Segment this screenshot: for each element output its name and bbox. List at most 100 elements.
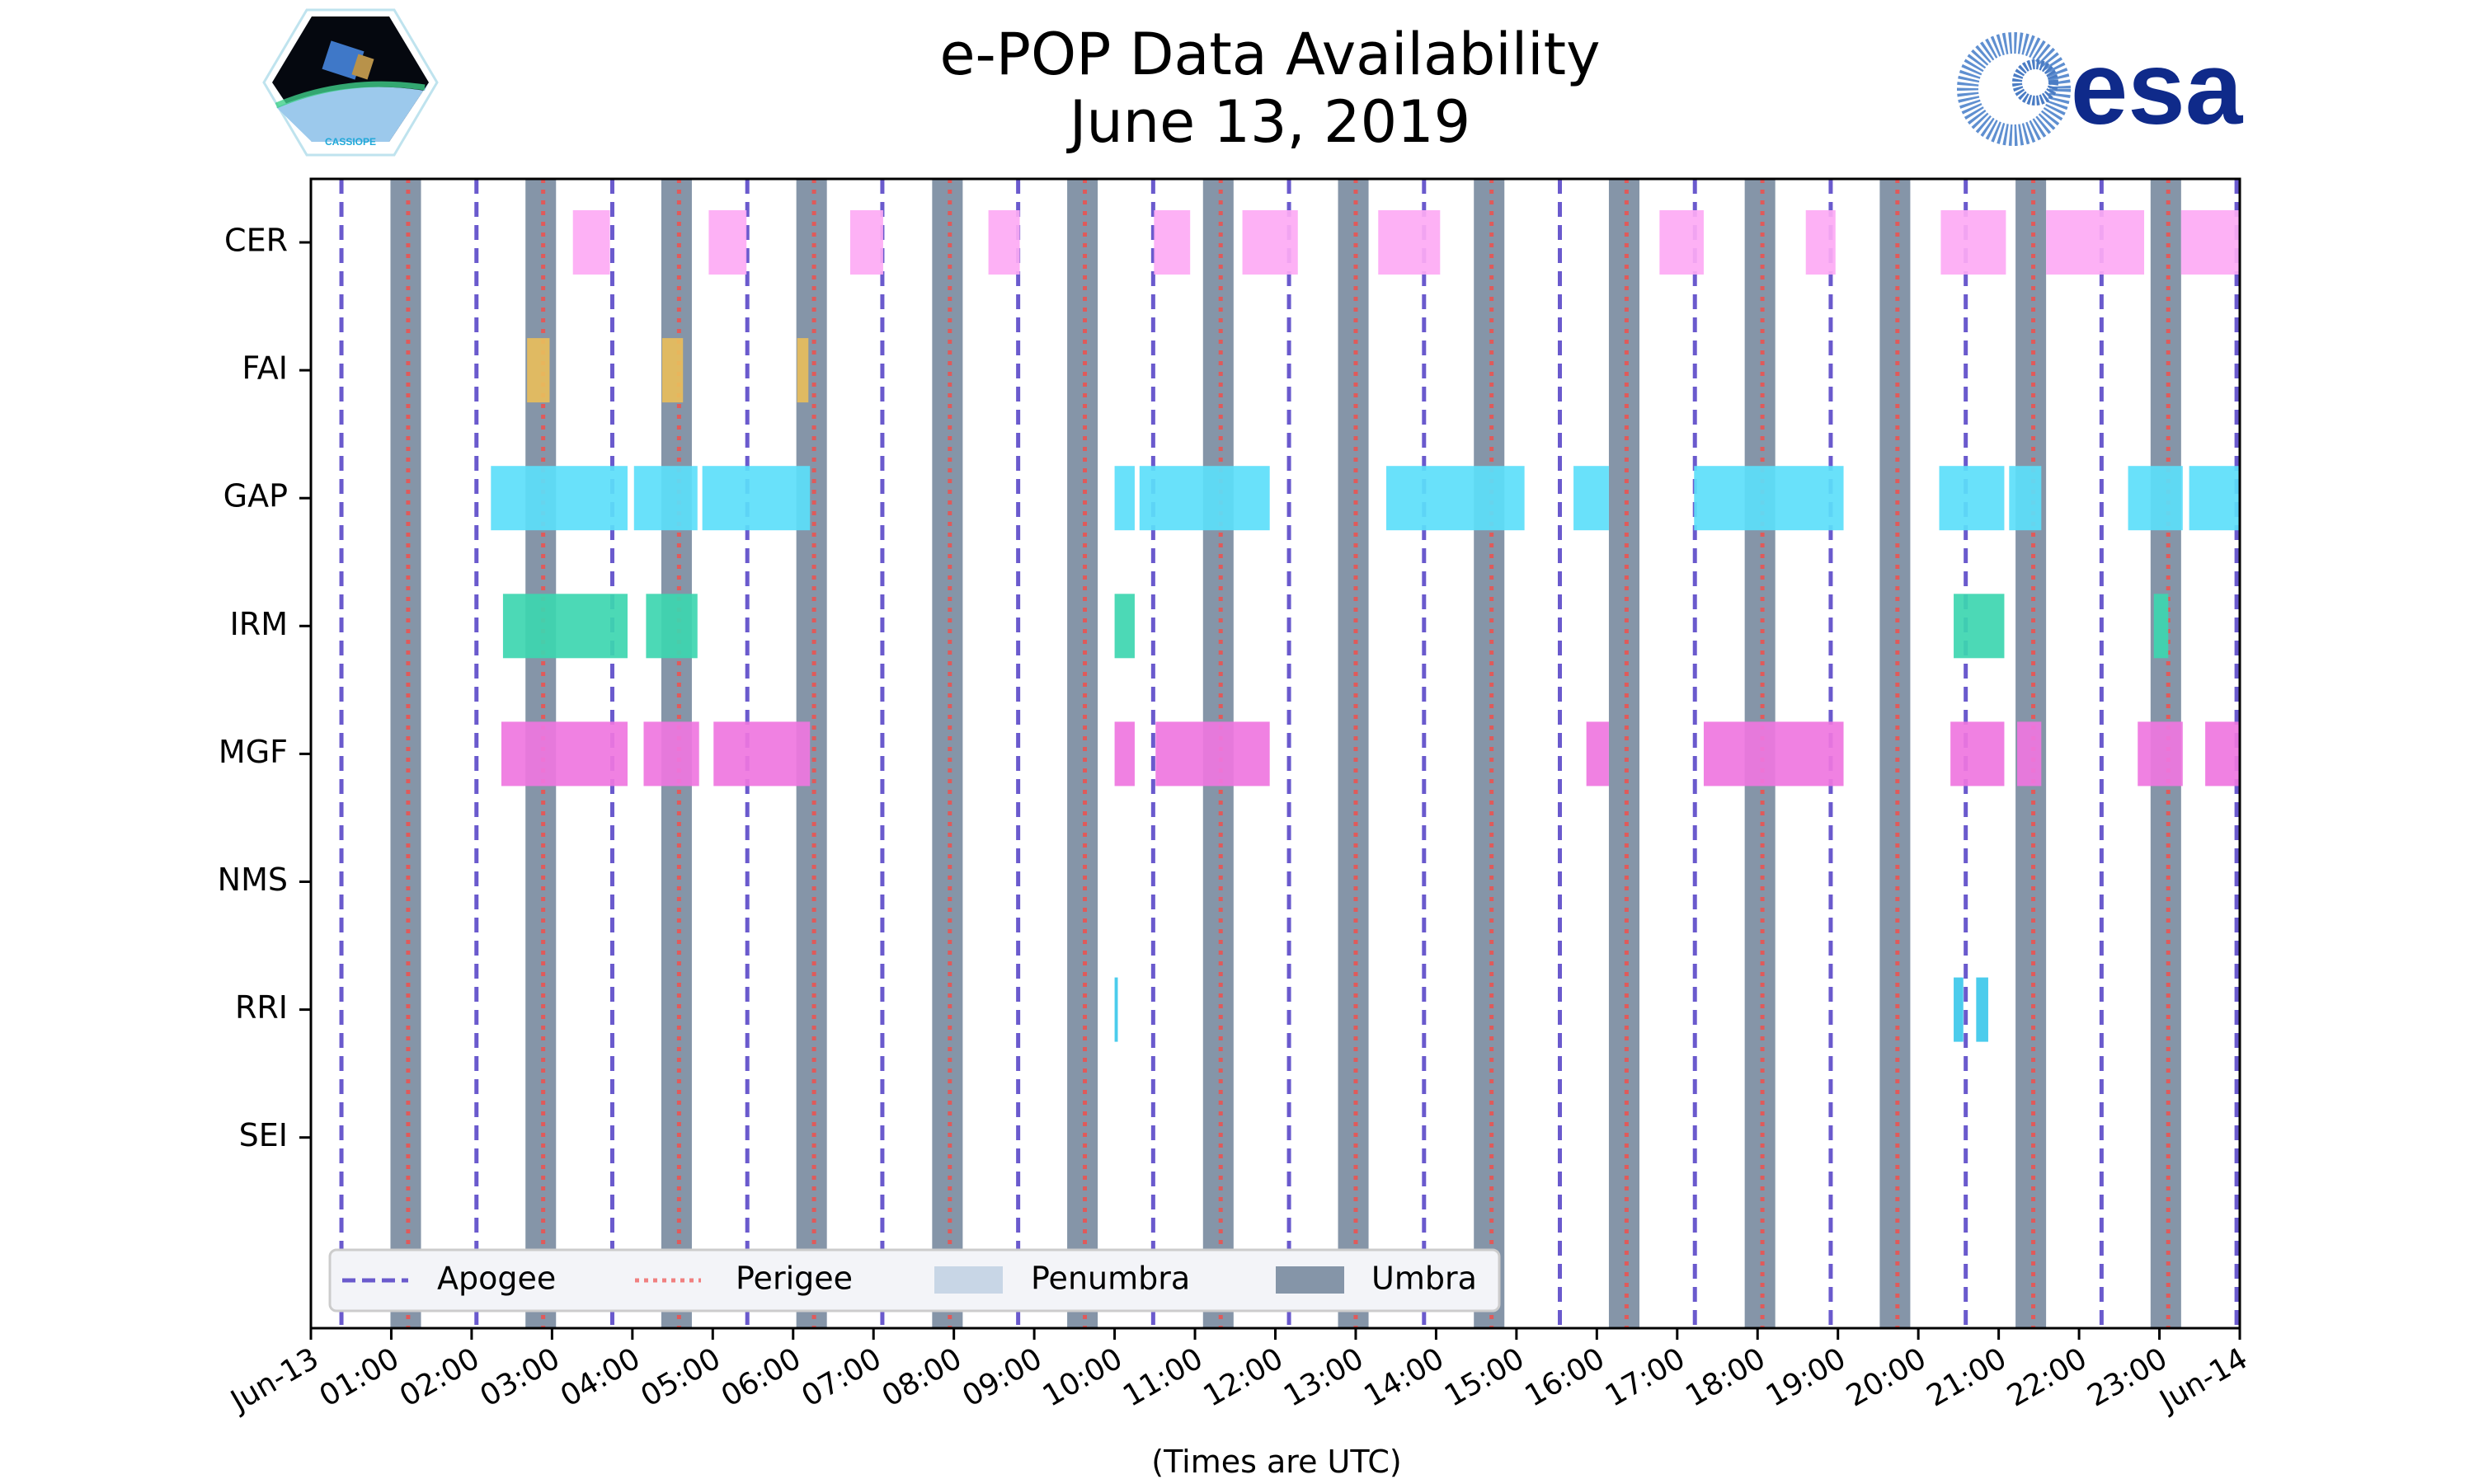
x-tick-label: Jun-14 — [2153, 1341, 2254, 1419]
data-bar-mgf — [1114, 721, 1135, 787]
x-tick-label: 17:00 — [1600, 1341, 1691, 1413]
data-bar-rri — [1976, 977, 1988, 1042]
data-bar-irm — [1954, 594, 2005, 659]
x-tick-label: 23:00 — [2082, 1341, 2173, 1413]
x-tick-label: 21:00 — [1921, 1341, 2012, 1413]
cassiope-logo: CASSIOPE — [262, 8, 439, 157]
x-axis: Jun-1301:0002:0003:0004:0005:0006:0007:0… — [224, 1328, 2254, 1419]
data-bar-gap — [1385, 466, 1525, 531]
legend-apogee-label: Apogee — [437, 1261, 556, 1297]
y-tick-label-irm: IRM — [230, 606, 288, 642]
legend-umbra-label: Umbra — [1371, 1261, 1477, 1297]
data-bar-cer — [1378, 210, 1441, 275]
data-bar-gap — [1694, 466, 1844, 531]
umbra-band — [1879, 179, 1911, 1328]
x-tick-label: 08:00 — [877, 1341, 967, 1413]
x-tick-label: 07:00 — [796, 1341, 887, 1413]
plot-background — [311, 179, 2240, 1328]
y-tick-label-sei: SEI — [239, 1117, 288, 1153]
chart-title-line2: June 13, 2019 — [1066, 88, 1470, 156]
umbra-band — [1338, 179, 1369, 1328]
data-bar-gap — [1114, 466, 1135, 531]
y-tick-label-gap: GAP — [223, 478, 288, 514]
plot-area — [309, 177, 2241, 1330]
data-bar-gap — [702, 466, 811, 531]
data-bar-cer — [849, 210, 883, 275]
x-tick-label: 15:00 — [1439, 1341, 1530, 1413]
data-bar-mgf — [713, 721, 811, 787]
data-bar-cer — [708, 210, 747, 275]
data-bar-mgf — [643, 721, 699, 787]
data-bar-cer — [1154, 210, 1191, 275]
data-bar-mgf — [1586, 721, 1609, 787]
legend-box — [328, 1248, 1501, 1313]
x-tick-label: 04:00 — [555, 1341, 646, 1413]
data-bar-mgf — [2138, 721, 2183, 787]
data-bar-mgf — [1950, 721, 2005, 787]
x-tick-label: 02:00 — [394, 1341, 485, 1413]
data-bar-gap — [1939, 466, 2005, 531]
y-tick-label-fai: FAI — [242, 350, 288, 387]
data-bar-mgf — [1155, 721, 1270, 787]
data-bar-irm — [1114, 594, 1135, 659]
esa-logo: esa — [1957, 31, 2244, 146]
data-bar-irm — [2153, 594, 2169, 659]
x-tick-label: 09:00 — [957, 1341, 1047, 1413]
x-tick-label: 03:00 — [475, 1341, 566, 1413]
x-tick-label: 18:00 — [1680, 1341, 1771, 1413]
data-bar-cer — [1659, 210, 1704, 275]
x-tick-label: 10:00 — [1037, 1341, 1128, 1413]
data-bar-fai — [527, 338, 550, 403]
data-bar-mgf — [2205, 721, 2240, 787]
data-bar-cer — [572, 210, 610, 275]
x-tick-label: Jun-13 — [224, 1341, 325, 1419]
x-tick-label: 16:00 — [1519, 1341, 1610, 1413]
x-tick-label: 05:00 — [635, 1341, 726, 1413]
data-bar-fai — [797, 338, 809, 403]
data-bar-irm — [646, 594, 698, 659]
data-bar-mgf — [501, 721, 628, 787]
data-bar-gap — [1139, 466, 1270, 531]
data-bar-gap — [2189, 466, 2240, 531]
svg-text:esa: esa — [2071, 31, 2244, 146]
data-bar-fai — [661, 338, 684, 403]
y-axis: CER FAI GAP IRM MGF NMS RRI SEI — [218, 223, 311, 1153]
data-bar-cer — [2046, 210, 2145, 275]
data-bar-gap — [2009, 466, 2042, 531]
data-bar-mgf — [1703, 721, 1844, 787]
data-bar-gap — [1573, 466, 1609, 531]
umbra-band — [1474, 179, 1505, 1328]
y-tick-label-cer: CER — [224, 223, 288, 259]
data-bar-cer — [1940, 210, 2006, 275]
x-axis-label: (Times are UTC) — [1151, 1444, 1401, 1480]
data-bar-gap — [633, 466, 698, 531]
y-tick-label-nms: NMS — [218, 862, 288, 898]
data-bar-irm — [502, 594, 628, 659]
data-bar-rri — [1954, 977, 1964, 1042]
x-tick-label: 11:00 — [1117, 1341, 1208, 1413]
x-tick-label: 13:00 — [1278, 1341, 1369, 1413]
data-bar-gap — [491, 466, 628, 531]
umbra-band — [1608, 179, 1639, 1328]
legend-penumbra-swatch — [934, 1266, 1003, 1294]
x-tick-label: 20:00 — [1841, 1341, 1931, 1413]
chart-title-line1: e-POP Data Availability — [939, 21, 1600, 88]
data-bar-cer — [988, 210, 1020, 275]
data-bar-cer — [2180, 210, 2240, 275]
x-tick-label: 22:00 — [2001, 1341, 2092, 1413]
y-tick-label-rri: RRI — [235, 989, 288, 1026]
data-bar-mgf — [2017, 721, 2042, 787]
x-tick-label: 14:00 — [1359, 1341, 1450, 1413]
legend: Apogee Perigee Penumbra Umbra — [328, 1248, 1501, 1313]
umbra-band — [390, 179, 421, 1328]
x-tick-label: 12:00 — [1198, 1341, 1289, 1413]
legend-perigee-label: Perigee — [736, 1261, 853, 1297]
legend-penumbra-label: Penumbra — [1031, 1261, 1190, 1297]
x-tick-label: 01:00 — [314, 1341, 405, 1413]
y-tick-label-mgf: MGF — [219, 734, 288, 770]
data-bar-cer — [1805, 210, 1836, 275]
data-bar-rri — [1114, 977, 1118, 1042]
x-tick-label: 19:00 — [1761, 1341, 1851, 1413]
data-bar-gap — [2128, 466, 2183, 531]
svg-text:CASSIOPE: CASSIOPE — [325, 136, 376, 148]
